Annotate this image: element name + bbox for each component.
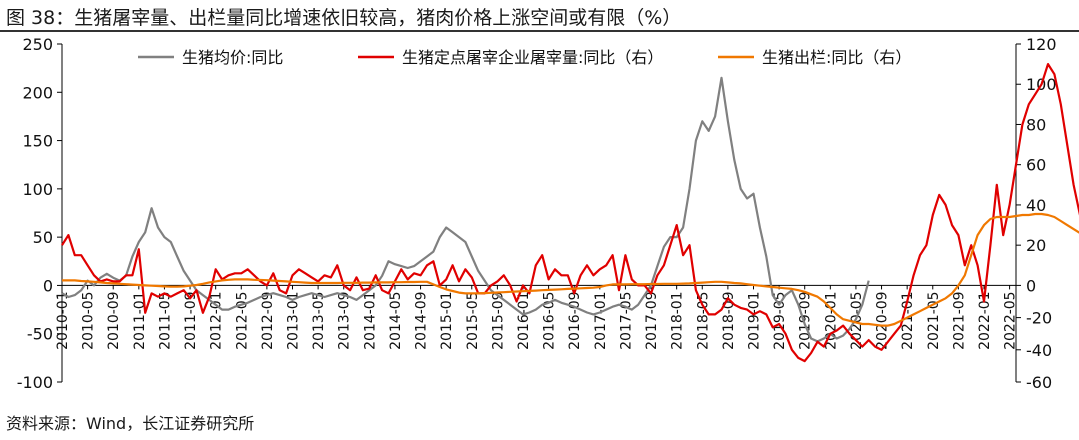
legend-label-2: 生猪定点屠宰企业屠宰量:同比（右）: [402, 48, 663, 67]
x-tick-label: 2017-01: [593, 291, 609, 350]
series-layer: [61, 62, 1079, 363]
legend: 生猪均价:同比 生猪定点屠宰企业屠宰量:同比（右） 生猪出栏:同比（右）: [138, 48, 911, 67]
x-tick-label: 2015-09: [490, 291, 506, 350]
right-tick-label: -20: [1026, 309, 1052, 328]
left-tick-label: -100: [17, 373, 53, 392]
x-tick-label: 2010-09: [106, 291, 122, 350]
x-tick-label: 2017-09: [644, 291, 660, 350]
left-tick-label: 250: [22, 35, 53, 54]
x-tick-label: 2011-01: [132, 291, 148, 350]
right-tick-label: 0: [1026, 276, 1036, 295]
right-tick-label: 40: [1026, 196, 1046, 215]
axes: -100 -50 0 50 100 150 200 250 -60 -40 -20 0 20 40 60 80…: [17, 35, 1057, 392]
x-tick-label: 2021-01: [900, 291, 916, 350]
x-tick-label: 2011-05: [157, 291, 173, 350]
x-tick-label: 2016-01: [516, 291, 532, 350]
left-tick-label: 50: [33, 228, 53, 247]
left-tick-label: 0: [43, 276, 53, 295]
x-tick-label: 2012-09: [260, 291, 276, 350]
x-tick-label: 2012-01: [209, 291, 225, 350]
x-tick-label: 2013-01: [285, 291, 301, 350]
x-tick-label: 2021-09: [951, 291, 967, 350]
left-tick-label: 100: [22, 180, 53, 199]
left-tick-label: -50: [27, 325, 53, 344]
x-tick-label: 2016-05: [542, 291, 558, 350]
x-tick-label: 2012-05: [234, 291, 250, 350]
x-tick-label: 2013-09: [337, 291, 353, 350]
right-tick-label: 120: [1026, 35, 1057, 54]
x-tick-label: 2010-05: [81, 291, 97, 350]
x-tick-label: 2014-09: [414, 291, 430, 350]
x-tick-label: 2021-05: [926, 291, 942, 350]
right-tick-label: -60: [1026, 373, 1052, 392]
x-tick-label: 2015-01: [439, 291, 455, 350]
x-tick-label: 2018-09: [721, 291, 737, 350]
series-line-3: [62, 212, 1079, 327]
figure-source: 资料来源：Wind，长江证券研究所: [6, 414, 255, 433]
x-tick-label: 2019-05: [772, 291, 788, 350]
x-tick-label: 2010-01: [55, 291, 71, 350]
x-tick-label: 2020-09: [875, 291, 891, 350]
right-tick-label: 80: [1026, 115, 1046, 134]
right-tick-label: -40: [1026, 341, 1052, 360]
x-tick-label: 2018-01: [670, 291, 686, 350]
series-line-2: [61, 62, 1079, 363]
x-tick-label: 2014-05: [388, 291, 404, 350]
x-tick-label: 2017-05: [618, 291, 634, 350]
title-divider: [0, 30, 1079, 32]
x-tick-label: 2014-01: [362, 291, 378, 350]
x-tick-label: 2022-01: [977, 291, 993, 350]
x-tick-label: 2018-05: [695, 291, 711, 350]
x-tick-label: 2013-05: [311, 291, 327, 350]
legend-label-1: 生猪均价:同比: [182, 48, 283, 67]
legend-label-3: 生猪出栏:同比（右）: [762, 48, 911, 67]
x-tick-label: 2022-05: [1003, 291, 1019, 350]
x-tick-label: 2019-09: [798, 291, 814, 350]
right-tick-label: 60: [1026, 156, 1046, 175]
x-tick-label: 2019-01: [746, 291, 762, 350]
x-tick-label: 2015-05: [465, 291, 481, 350]
line-chart: -100 -50 0 50 100 150 200 250 -60 -40 -20 0 20 40 60 80…: [17, 35, 1079, 392]
figure-title: 图 38：生猪屠宰量、出栏量同比增速依旧较高，猪肉价格上涨空间或有限（%）: [6, 7, 682, 29]
left-tick-label: 200: [22, 83, 53, 102]
left-tick-label: 150: [22, 132, 53, 151]
right-tick-label: 20: [1026, 236, 1046, 255]
x-tick-label: 2016-09: [567, 291, 583, 350]
x-tick-label: 2011-09: [183, 291, 199, 350]
